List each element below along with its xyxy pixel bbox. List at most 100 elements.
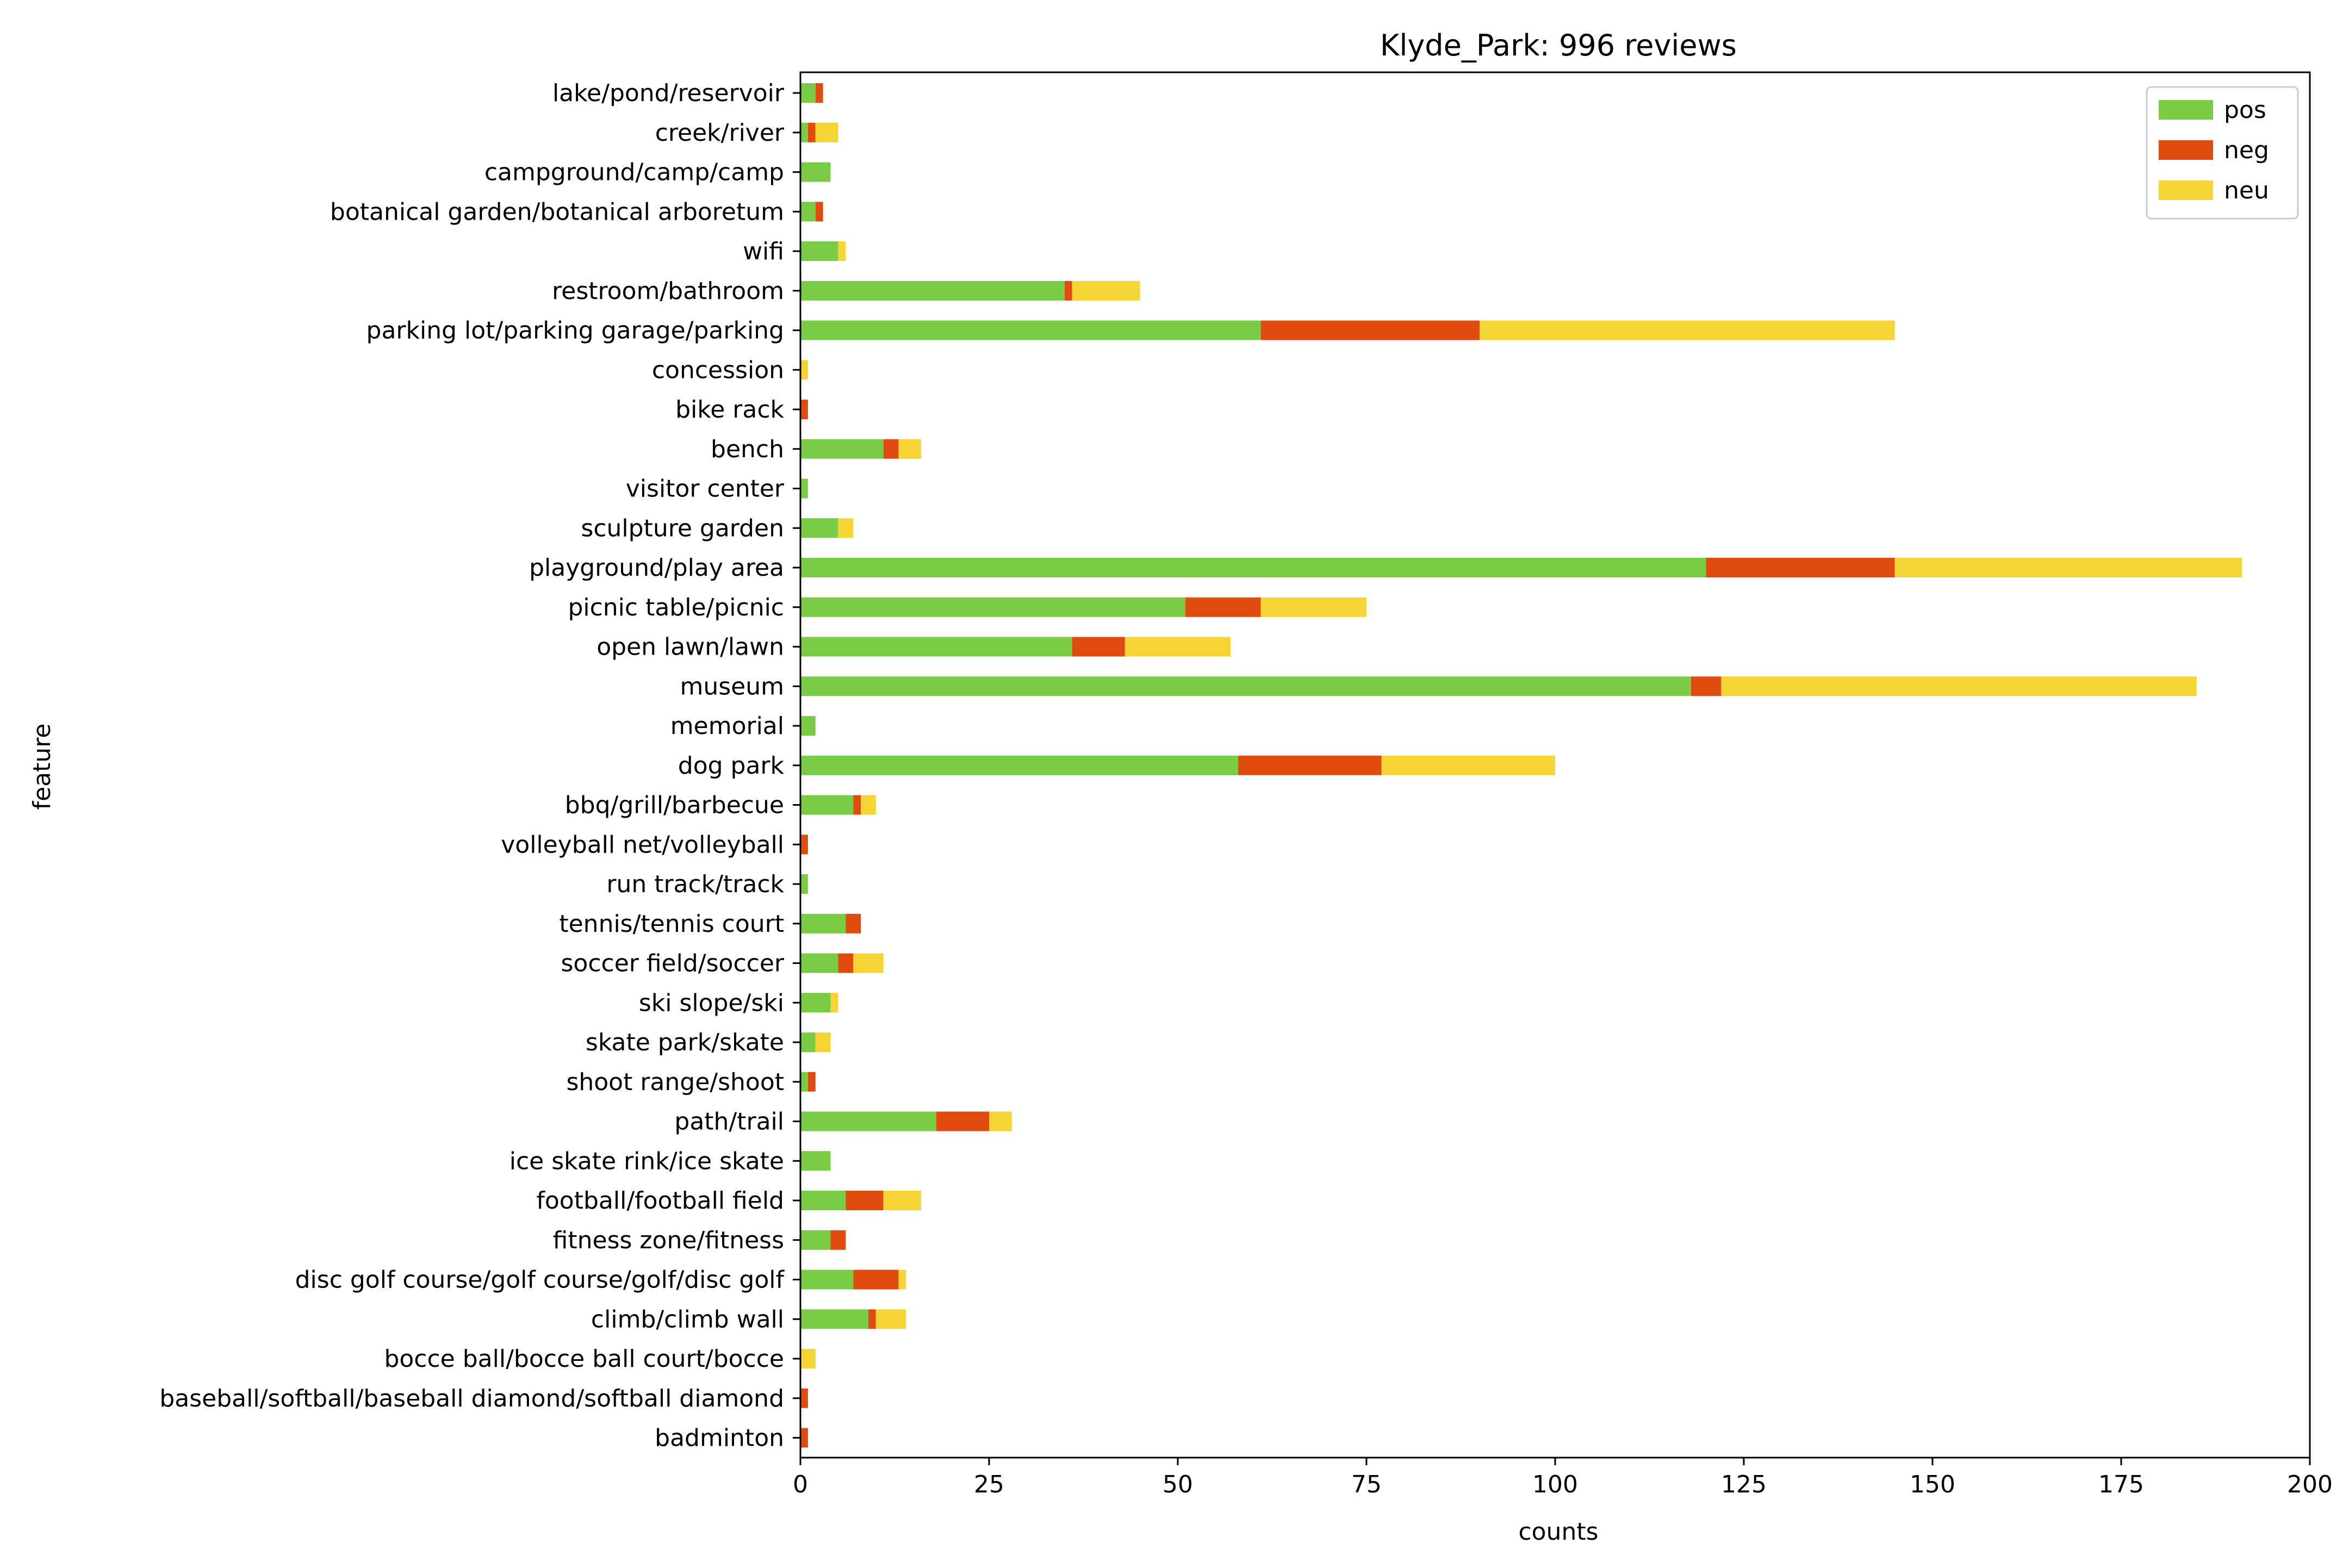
- bar-neg-tennis-tennis-court: [846, 913, 861, 934]
- y-tick-label: sculpture garden: [581, 514, 784, 542]
- bar-neu-open-lawn-lawn: [1124, 637, 1231, 657]
- bar-pos-bench: [800, 439, 884, 459]
- bar-pos-sculpture-garden: [800, 518, 838, 538]
- y-tick-label: ice skate rink/ice skate: [509, 1147, 784, 1175]
- legend: pos neg neu: [2146, 86, 2299, 220]
- bar-neu-bbq-grill-barbecue: [861, 795, 876, 815]
- bar-pos-playground-play-area: [800, 558, 1706, 577]
- y-tick-label: restroom/bathroom: [552, 277, 784, 305]
- bar-neg-bench: [883, 439, 899, 459]
- y-tick-label: volleyball net/volleyball: [501, 831, 784, 858]
- y-tick-label: shoot range/shoot: [566, 1068, 784, 1096]
- x-axis-label: counts: [1518, 1518, 1598, 1546]
- bar-neu-picnic-table-picnic: [1260, 597, 1366, 617]
- x-tick-label: 75: [1351, 1471, 1382, 1498]
- bar-pos-run-track-track: [800, 874, 808, 894]
- bar-neg-bbq-grill-barbecue: [853, 795, 861, 815]
- y-tick-label: parking lot/parking garage/parking: [366, 317, 784, 345]
- y-tick-label: fitness zone/fitness: [553, 1227, 784, 1254]
- bar-pos-ice-skate-rink-ice-skate: [800, 1151, 831, 1171]
- y-tick-label: bbq/grill/barbecue: [565, 792, 784, 819]
- bar-neg-baseball-softball-baseball-diamond-softball-diamond: [800, 1388, 808, 1408]
- bar-pos-skate-park-skate: [800, 1032, 816, 1052]
- bar-pos-open-lawn-lawn: [800, 637, 1072, 657]
- bar-neu-climb-climb-wall: [875, 1309, 906, 1329]
- legend-label-pos: pos: [2224, 96, 2266, 124]
- bar-neg-fitness-zone-fitness: [830, 1230, 846, 1250]
- bar-neu-restroom-bathroom: [1072, 281, 1140, 301]
- y-tick-label: bench: [711, 435, 784, 463]
- bar-neg-bike-rack: [800, 400, 808, 419]
- bar-pos-shoot-range-shoot: [800, 1072, 808, 1092]
- x-tick-label: 150: [1910, 1471, 1955, 1498]
- bar-pos-dog-park: [800, 755, 1239, 775]
- x-tick-label: 25: [974, 1471, 1004, 1498]
- bar-neg-playground-play-area: [1706, 558, 1895, 577]
- y-axis-label: feature: [28, 724, 56, 810]
- bar-neg-open-lawn-lawn: [1072, 637, 1125, 657]
- legend-swatch-neu: [2159, 181, 2213, 200]
- y-tick-label: memorial: [670, 712, 784, 740]
- y-tick-label: picnic table/picnic: [568, 594, 784, 621]
- bar-pos-restroom-bathroom: [800, 281, 1065, 301]
- bar-neu-sculpture-garden: [838, 518, 854, 538]
- bar-neg-botanical-garden-botanical-arboretum: [815, 202, 823, 222]
- bar-neg-soccer-field-soccer: [838, 953, 854, 973]
- bar-neg-badminton: [800, 1428, 808, 1448]
- bar-neu-path-trail: [989, 1111, 1012, 1131]
- bar-neu-bocce-ball-bocce-ball-court-bocce: [800, 1349, 816, 1368]
- bars-layer: [800, 83, 2242, 1448]
- chart-title: Klyde_Park: 996 reviews: [1380, 28, 1737, 63]
- y-tick-label: badminton: [655, 1424, 784, 1452]
- bar-neu-skate-park-skate: [815, 1032, 831, 1052]
- x-tick-label: 175: [2098, 1471, 2144, 1498]
- bar-pos-parking-lot-parking-garage-parking: [800, 320, 1261, 340]
- y-tick-label: concession: [652, 356, 784, 384]
- y-tick-label: playground/play area: [529, 554, 784, 582]
- bar-neg-football-football-field: [846, 1191, 884, 1210]
- bar-pos-fitness-zone-fitness: [800, 1230, 831, 1250]
- bar-pos-campground-camp-camp: [800, 162, 831, 182]
- x-tick-label: 50: [1163, 1471, 1193, 1498]
- y-tick-label: baseball/softball/baseball diamond/softb…: [159, 1385, 784, 1413]
- bar-pos-visitor-center: [800, 478, 808, 499]
- y-tick-label: tennis/tennis court: [559, 910, 784, 938]
- bar-pos-path-trail: [800, 1111, 936, 1131]
- bar-neu-creek-river: [815, 122, 838, 142]
- bar-neu-disc-golf-course-golf-course-golf-disc-golf: [898, 1270, 906, 1290]
- y-tick-label: lake/pond/reservoir: [552, 79, 785, 107]
- x-tick-label: 125: [1721, 1471, 1767, 1498]
- bar-neg-museum: [1691, 676, 1722, 696]
- y-tick-label: museum: [680, 673, 785, 700]
- legend-label-neg: neg: [2224, 136, 2269, 164]
- bar-neu-concession: [800, 360, 808, 380]
- bar-pos-museum: [800, 676, 1691, 696]
- y-tick-label: run track/track: [606, 870, 784, 898]
- bar-neu-wifi: [838, 241, 846, 261]
- y-tick-label: soccer field/soccer: [561, 950, 784, 978]
- y-tick-label: open lawn/lawn: [596, 633, 784, 661]
- x-ticks: 0 25 50 75 100 125 150 175 200: [793, 1458, 2333, 1498]
- legend-label-neu: neu: [2224, 177, 2269, 204]
- bar-neg-lake-pond-reservoir: [815, 83, 823, 103]
- bar-pos-botanical-garden-botanical-arboretum: [800, 202, 816, 222]
- x-tick-label: 100: [1532, 1471, 1578, 1498]
- bar-neg-shoot-range-shoot: [807, 1072, 816, 1092]
- bar-neu-football-football-field: [883, 1191, 922, 1210]
- bar-pos-climb-climb-wall: [800, 1309, 868, 1329]
- bar-neg-restroom-bathroom: [1064, 281, 1072, 301]
- y-tick-label: wifi: [743, 238, 784, 265]
- bar-pos-memorial: [800, 716, 816, 736]
- y-tick-label: bike rack: [675, 396, 784, 424]
- bar-neu-museum: [1721, 676, 2197, 696]
- bar-neg-picnic-table-picnic: [1185, 597, 1261, 617]
- y-tick-label: disc golf course/golf course/golf/disc g…: [295, 1266, 785, 1294]
- bar-pos-lake-pond-reservoir: [800, 83, 816, 103]
- bar-pos-soccer-field-soccer: [800, 953, 838, 973]
- y-tick-label: ski slope/ski: [639, 989, 784, 1017]
- bar-pos-creek-river: [800, 122, 808, 142]
- y-tick-label: botanical garden/botanical arboretum: [330, 198, 784, 226]
- bar-neg-creek-river: [807, 122, 816, 142]
- bar-neg-dog-park: [1238, 755, 1382, 775]
- bar-neg-volleyball-net-volleyball: [800, 835, 808, 855]
